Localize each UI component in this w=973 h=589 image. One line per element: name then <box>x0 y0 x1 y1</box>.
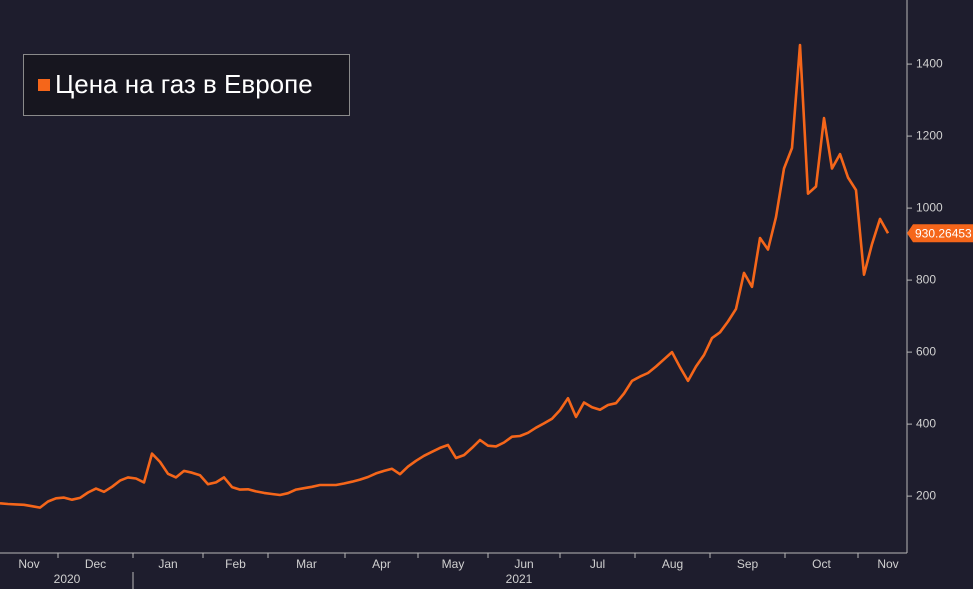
y-tick-label: 400 <box>916 416 936 430</box>
x-tick-label: Nov <box>18 557 39 571</box>
legend-label: Цена на газ в Европе <box>55 69 313 99</box>
y-tick-label: 600 <box>916 344 936 358</box>
x-tick-label: May <box>442 557 465 571</box>
y-tick-label: 800 <box>916 272 936 286</box>
x-tick-label: Dec <box>85 557 106 571</box>
x-tick-label: Oct <box>812 557 831 571</box>
x-tick-label: Jun <box>514 557 533 571</box>
y-tick-label: 1400 <box>916 56 943 70</box>
x-tick-label: Mar <box>296 557 317 571</box>
x-tick-label: Sep <box>737 557 759 571</box>
x-tick-label: Aug <box>662 557 683 571</box>
last-value-tag <box>907 224 973 243</box>
y-tick-label: 200 <box>916 488 936 502</box>
legend-swatch <box>38 79 50 91</box>
year-label: 2021 <box>506 572 533 586</box>
last-value-label: 930.26453 <box>915 226 972 240</box>
y-tick-label: 1200 <box>916 128 943 142</box>
legend-box <box>23 54 350 116</box>
x-tick-label: Feb <box>225 557 246 571</box>
x-tick-label: Jan <box>158 557 177 571</box>
x-tick-label: Jul <box>590 557 605 571</box>
year-label: 2020 <box>54 572 81 586</box>
legend: Цена на газ в Европе <box>23 54 350 116</box>
line-series <box>0 43 890 509</box>
x-tick-label: Apr <box>372 557 391 571</box>
x-tick-label: Nov <box>877 557 898 571</box>
y-tick-label: 1000 <box>916 200 943 214</box>
